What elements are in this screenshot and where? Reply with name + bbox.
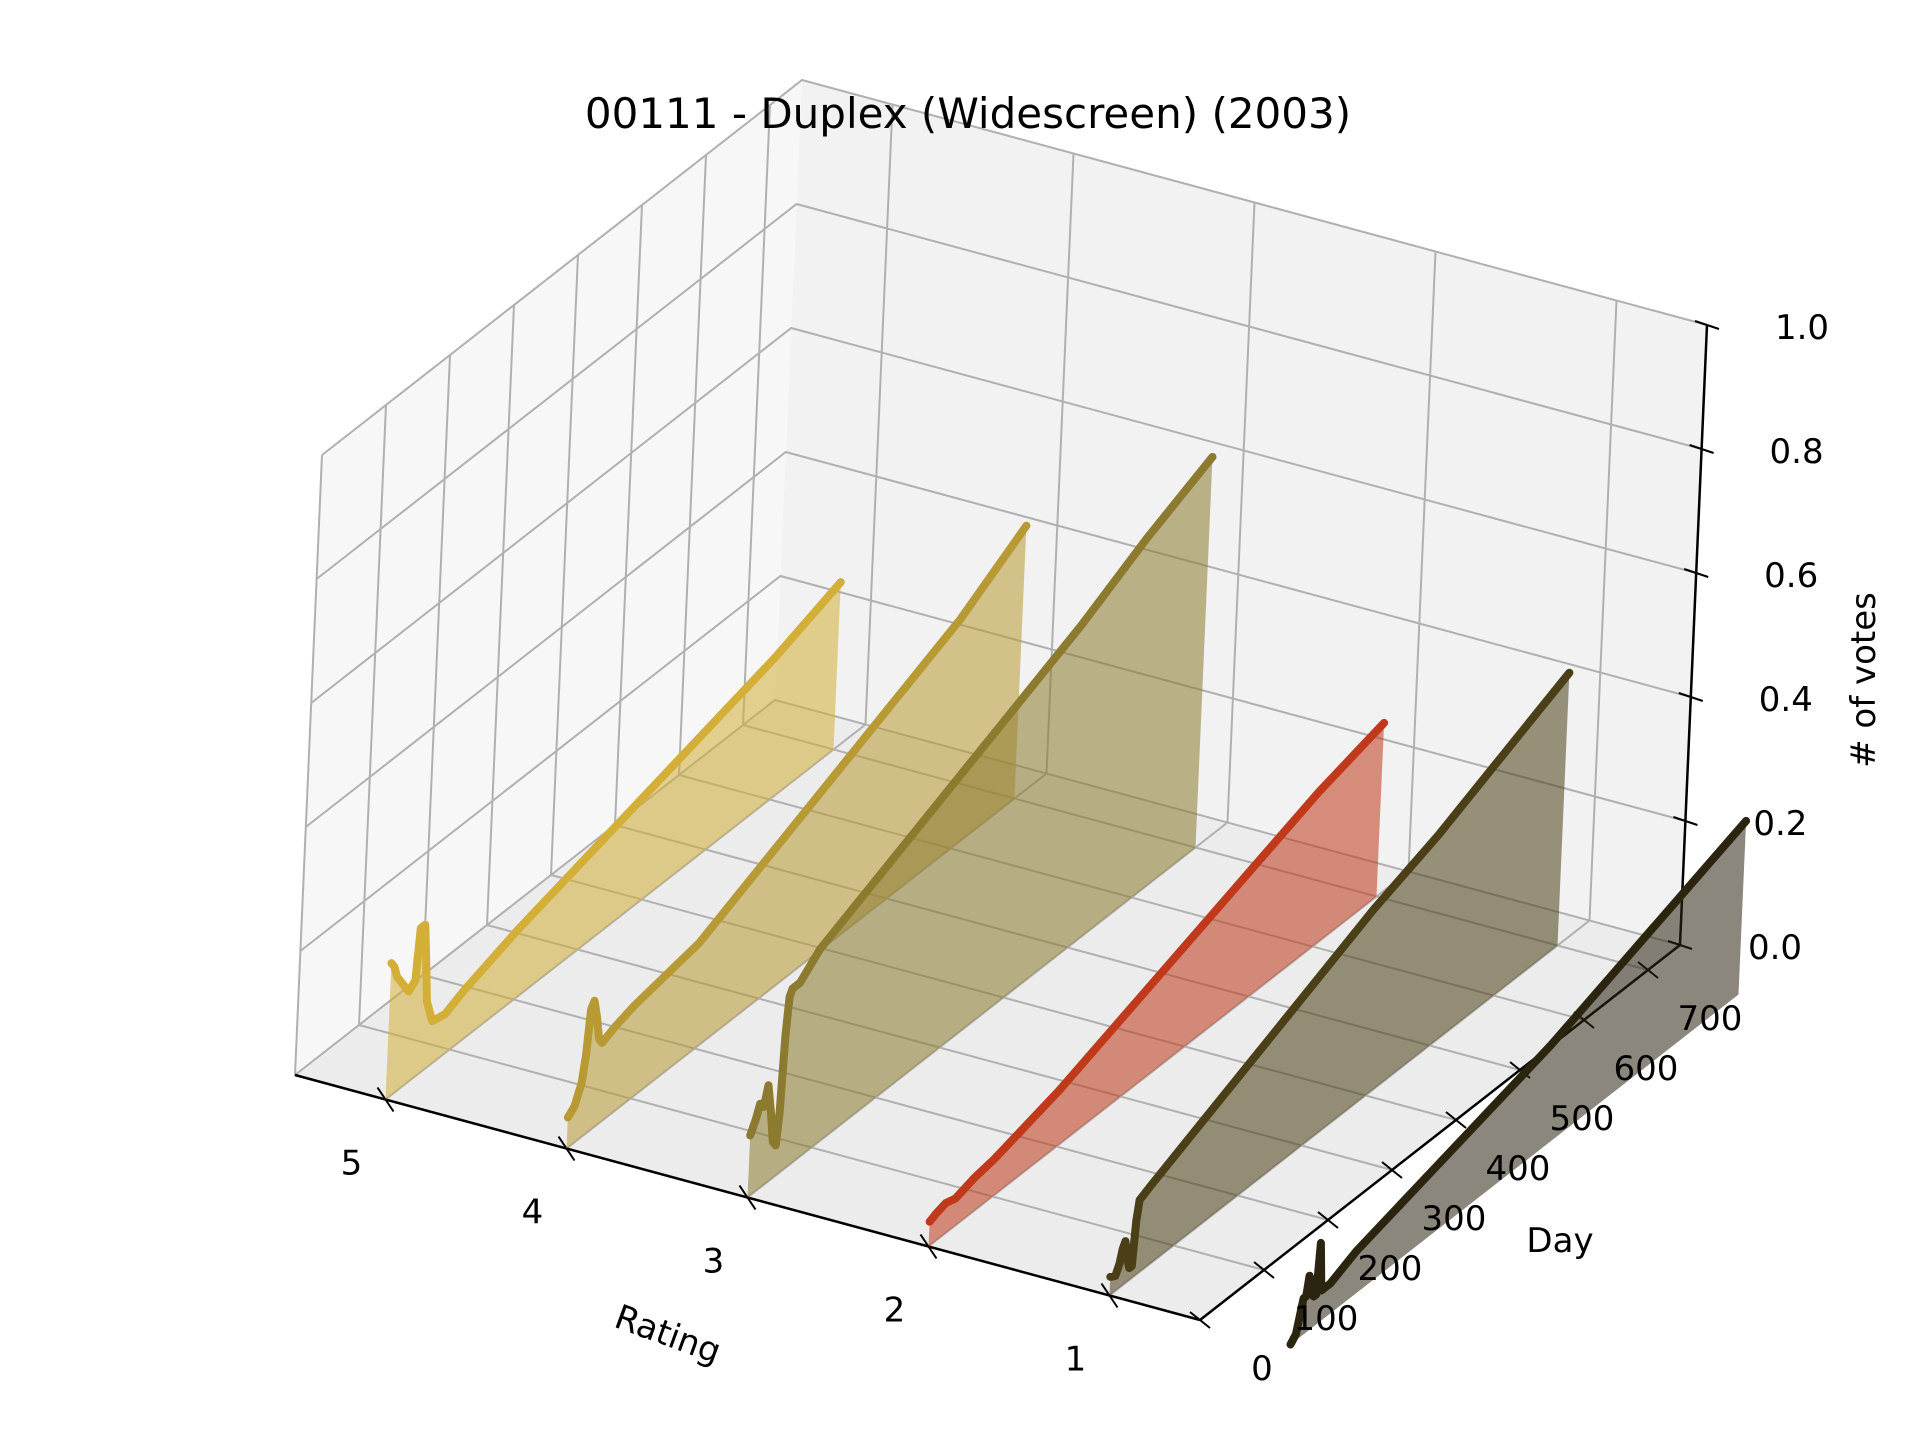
series-line-rating-4 xyxy=(563,521,1031,1122)
y-tick-label: 500 xyxy=(1550,1099,1615,1139)
z-tick-label: 0.6 xyxy=(1764,556,1818,596)
y-axis-label: Day xyxy=(1526,1221,1593,1261)
chart-title: 00111 - Duplex (Widescreen) (2003) xyxy=(585,89,1351,138)
z-tick-label: 0.8 xyxy=(1770,432,1824,472)
y-tick-mark xyxy=(1189,1311,1211,1329)
y-tick-label: 300 xyxy=(1422,1199,1487,1239)
gridline-z xyxy=(299,574,1686,952)
series-fill-rating-1 xyxy=(1109,672,1570,1296)
z-tick-label: 0.2 xyxy=(1753,804,1807,844)
series-line-rating-3 xyxy=(746,452,1217,1150)
y-tick-label: 600 xyxy=(1614,1049,1679,1089)
y-tick-label: 400 xyxy=(1486,1149,1551,1189)
gridline-z xyxy=(315,202,1702,580)
x-tick-label: 1 xyxy=(1065,1340,1087,1380)
series-fill-rating-3 xyxy=(747,456,1213,1198)
z-tick-mark xyxy=(1683,568,1709,578)
series-line-rating-2 xyxy=(925,718,1389,1226)
series-group xyxy=(385,452,1751,1349)
z-tick-mark xyxy=(1694,320,1720,330)
y-tick-label: 700 xyxy=(1678,999,1743,1039)
y-tick-mark xyxy=(1445,1111,1467,1129)
z-tick-label: 0.0 xyxy=(1748,928,1802,968)
series-line-rating-0 xyxy=(1286,816,1751,1349)
x-tick-label: 3 xyxy=(703,1242,725,1282)
z-tick-label: 1.0 xyxy=(1775,308,1829,348)
z-axis-line xyxy=(1678,324,1709,946)
gridline-z xyxy=(310,326,1697,704)
series-line-rating-1 xyxy=(1106,668,1574,1281)
x-tick-label: 2 xyxy=(884,1291,906,1331)
side-pane xyxy=(295,80,802,1075)
series-line-rating-5 xyxy=(387,578,845,1026)
z-tick-mark xyxy=(1689,444,1714,454)
z-tick-mark xyxy=(1678,692,1704,702)
z-axis-label: # of votes xyxy=(1844,592,1884,768)
z-tick-mark xyxy=(1673,816,1698,826)
x-tick-label: 5 xyxy=(341,1144,363,1184)
z-tick-label: 0.4 xyxy=(1759,680,1813,720)
y-tick-mark xyxy=(1317,1211,1339,1229)
y-tick-mark xyxy=(1253,1261,1275,1279)
y-tick-mark xyxy=(1381,1161,1403,1179)
x-tick-label: 4 xyxy=(522,1193,544,1233)
gridline-z xyxy=(305,450,1692,828)
x-axis-label: Rating xyxy=(609,1297,726,1372)
y-tick-label: 0 xyxy=(1251,1349,1273,1389)
y-tick-label: 100 xyxy=(1294,1299,1359,1339)
y-tick-label: 200 xyxy=(1358,1249,1423,1289)
gridline-z xyxy=(321,78,1708,456)
